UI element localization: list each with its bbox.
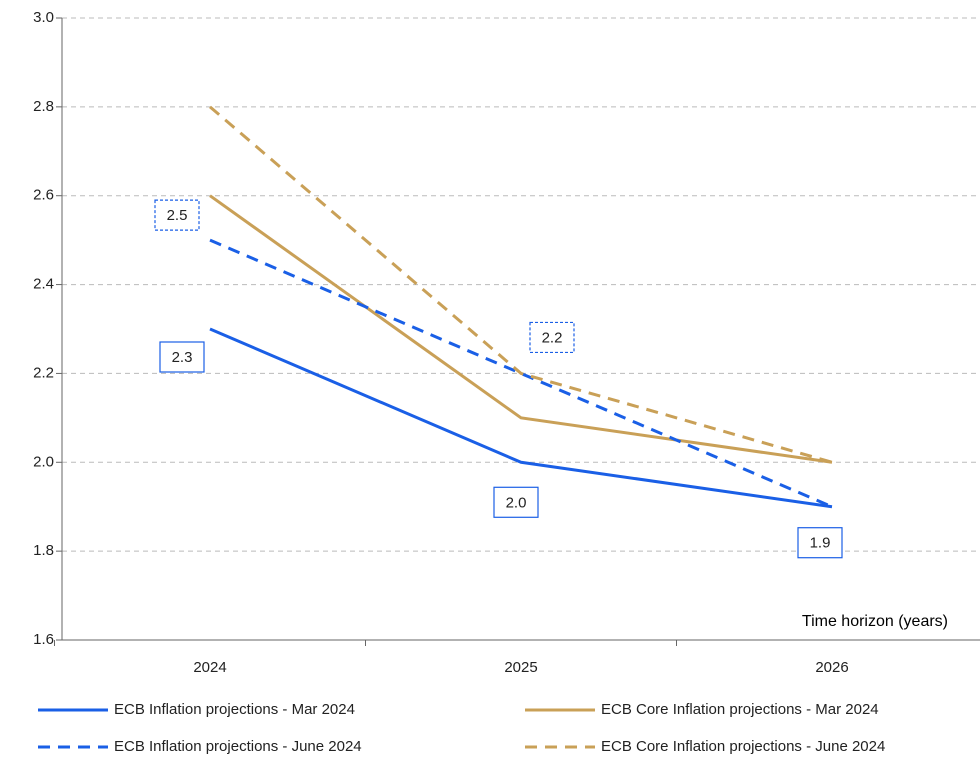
- series-line: [209, 238, 833, 509]
- series-line: [209, 105, 833, 464]
- value-label-box: [154, 199, 200, 231]
- legend-label: ECB Inflation projections - Mar 2024: [114, 701, 355, 718]
- legend-label: ECB Core Inflation projections - Mar 202…: [601, 701, 879, 718]
- value-label: 2.3: [172, 349, 193, 366]
- x-axis-title: Time horizon (years): [802, 613, 948, 630]
- x-tick-label: 2026: [815, 659, 848, 676]
- legend-label: ECB Core Inflation projections - June 20…: [601, 738, 885, 755]
- y-tick-label: 3.0: [33, 9, 54, 26]
- y-tick-label: 2.8: [33, 98, 54, 115]
- y-tick-label: 2.0: [33, 453, 54, 470]
- series-line: [209, 327, 833, 509]
- series-line: [209, 194, 833, 464]
- y-tick-label: 2.4: [33, 276, 54, 293]
- y-tick-label: 1.8: [33, 542, 54, 559]
- value-label-box: [797, 527, 843, 559]
- value-label: 2.2: [542, 329, 563, 346]
- x-tick-label: 2024: [193, 659, 226, 676]
- y-tick-label: 2.2: [33, 364, 54, 381]
- y-tick-label: 2.6: [33, 187, 54, 204]
- value-label-box: [493, 486, 539, 518]
- value-label: 2.5: [167, 207, 188, 224]
- y-tick-label: 1.6: [33, 631, 54, 648]
- value-label: 2.0: [506, 494, 527, 511]
- value-label-box: [159, 341, 205, 373]
- legend-label: ECB Inflation projections - June 2024: [114, 738, 362, 755]
- value-label-box: [529, 321, 575, 354]
- value-label: 1.9: [810, 535, 831, 552]
- x-tick-label: 2025: [504, 659, 537, 676]
